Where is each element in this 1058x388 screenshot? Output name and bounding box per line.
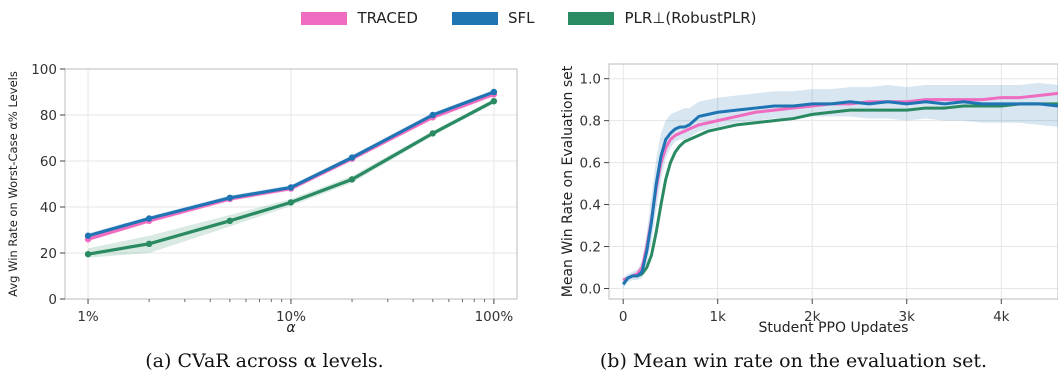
y-tick-label: 20 — [40, 246, 57, 262]
point-plr-robustplr — [84, 250, 92, 258]
point-plr-robustplr — [145, 240, 153, 247]
point-sfl — [145, 215, 153, 222]
point-plr-robustplr — [226, 217, 234, 224]
band-sfl — [623, 82, 1058, 289]
chart-win-rate: 0.0 0.2 0.4 0.6 0.8 1.0 0 1k 2k 3k 4k Student PPO U… — [560, 63, 1058, 336]
y-axis-label: Mean Win Rate on Evaluation set — [560, 65, 576, 297]
y-tick-label: 40 — [40, 200, 57, 216]
y-tick-label: 80 — [40, 108, 57, 124]
series-line-plr-robustplr — [622, 102, 1058, 282]
legend-item-traced: TRACED — [301, 9, 418, 27]
x-tick-label: 10% — [276, 309, 306, 325]
series-line-sfl — [621, 100, 1058, 286]
point-sfl — [287, 184, 295, 191]
point-plr-robustplr — [429, 130, 436, 137]
point-plr-robustplr — [348, 176, 356, 183]
legend-item-sfl: SFL — [451, 9, 535, 27]
legend-label-plr: PLR⊥(RobustPLR) — [624, 9, 757, 27]
y-tick-label: 0.2 — [580, 240, 601, 256]
point-sfl — [490, 88, 498, 96]
x-tick-label: 2k — [804, 309, 821, 325]
x-axis-label: Student PPO Updates — [759, 320, 909, 336]
y-tick-label: 0.0 — [580, 282, 601, 298]
y-axis-label: Avg Win Rate on Worst-Case α% Levels — [6, 71, 20, 297]
legend: TRACED SFL PLR⊥(RobustPLR) — [0, 6, 1058, 30]
legend-swatch-sfl — [451, 11, 498, 25]
legend-item-plr: PLR⊥(RobustPLR) — [568, 9, 757, 27]
x-tick-label: 0 — [619, 309, 628, 325]
plot-frame — [608, 63, 1058, 300]
x-tick-label: 4k — [993, 309, 1010, 325]
chart-cvar: 0 20 40 60 80 100 1% 10% 100% α Avg Win Rate on Wo… — [6, 62, 518, 336]
legend-swatch-plr — [568, 11, 615, 25]
x-tick-label: 3k — [899, 309, 916, 325]
legend-swatch-traced — [301, 11, 348, 25]
point-sfl — [226, 194, 234, 201]
x-tick-label: 1% — [77, 309, 99, 325]
x-tick-label: 1k — [709, 309, 726, 325]
y-tick-label: 0 — [48, 292, 57, 308]
caption-b: (b) Mean win rate on the evaluation set. — [599, 350, 988, 372]
y-tick-label: 0.8 — [580, 114, 601, 130]
point-sfl — [84, 232, 92, 239]
band-plr-robustplr — [88, 98, 494, 258]
y-tick-label: 0.4 — [580, 198, 601, 214]
y-tick-label: 100 — [31, 62, 57, 78]
point-sfl — [429, 111, 436, 119]
x-axis-label: α — [286, 320, 296, 336]
point-sfl — [348, 154, 356, 161]
point-plr-robustplr — [490, 98, 498, 105]
y-tick-label: 60 — [40, 154, 57, 170]
x-tick-label: 100% — [475, 309, 514, 325]
caption-a: (a) CVaR across α levels. — [145, 350, 384, 372]
y-tick-label: 1.0 — [580, 72, 601, 88]
legend-label-traced: TRACED — [357, 9, 418, 27]
y-tick-label: 0.6 — [580, 156, 601, 172]
point-plr-robustplr — [287, 199, 295, 206]
legend-label-sfl: SFL — [507, 9, 535, 27]
